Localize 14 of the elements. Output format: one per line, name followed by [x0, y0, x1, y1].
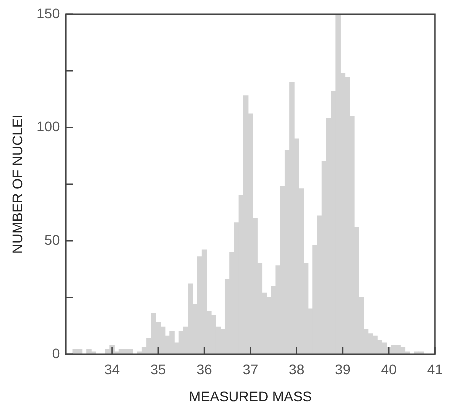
- y-tick-label: 150: [36, 5, 60, 22]
- y-tick-label: 100: [36, 118, 60, 135]
- x-tick-label: 38: [289, 362, 305, 378]
- x-tick-label: 40: [381, 362, 398, 378]
- y-axis-title: NUMBER OF NUCLEI: [9, 114, 26, 254]
- y-tick-label: 50: [44, 232, 60, 248]
- x-tick-label: 34: [104, 362, 120, 378]
- x-tick-label: 36: [196, 362, 213, 378]
- x-tick-label: 35: [150, 362, 166, 378]
- x-axis-title: MEASURED MASS: [189, 388, 312, 404]
- x-tick-label: 37: [242, 362, 259, 378]
- y-tick-label: 0: [52, 345, 60, 362]
- x-tick-label: 41: [427, 362, 444, 378]
- x-tick-label: 39: [335, 362, 351, 378]
